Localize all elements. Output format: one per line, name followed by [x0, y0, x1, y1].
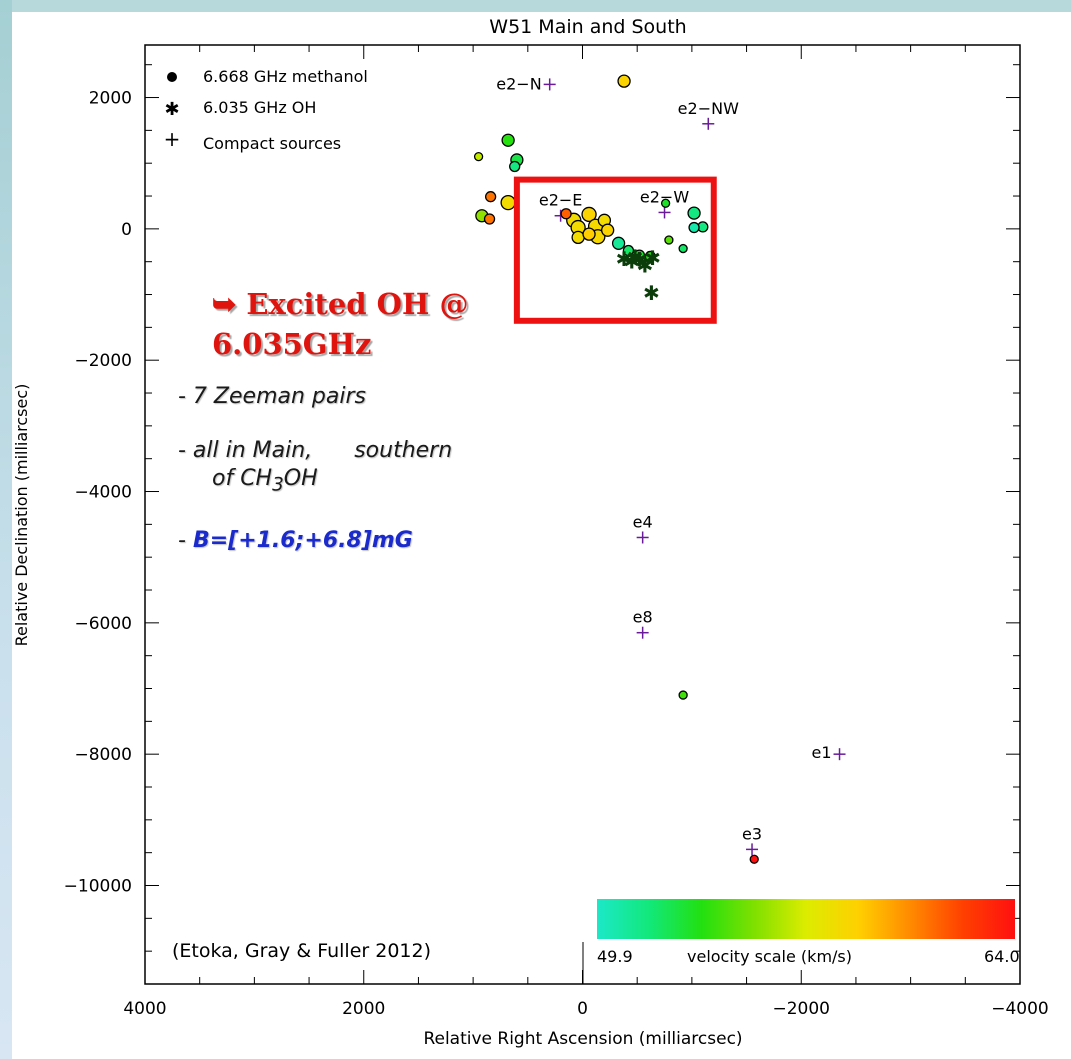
chart-title: W51 Main and South [489, 16, 686, 38]
bullet-location-c: of CH [212, 466, 273, 491]
methanol-maser-point [687, 206, 701, 220]
oh-maser-point: ✱ [644, 246, 661, 270]
bullet-location-sub: 3 [272, 474, 284, 496]
y-tick-labels: 2000 0 −2000 −4000 −6000 −8000 −10000 [64, 89, 132, 897]
legend: 6.668 GHz methanol ✱ 6.035 GHz OH + Comp… [164, 67, 368, 153]
compact-source-label: e2−W [640, 187, 689, 206]
y-tick-label: 0 [121, 220, 132, 240]
bullet-field-dash: - [178, 528, 193, 553]
bullet-field-value: B=[+1.6;+6.8]mG [192, 528, 413, 553]
bullet-zeeman: - 7 Zeeman pairs [178, 384, 366, 409]
x-tick-label: −2000 [772, 999, 830, 1019]
y-tick-label: −2000 [74, 351, 132, 371]
plot-frame [144, 44, 1021, 985]
y-axis-label: Relative Declination (milliarcsec) [12, 384, 31, 647]
oh-heading: ➥ Excited OH @ 6.035GHz [212, 287, 469, 361]
colorbar-gradient [597, 899, 1015, 939]
legend-label-methanol: 6.668 GHz methanol [203, 67, 368, 86]
compact-source-label: e2−E [539, 191, 583, 210]
methanol-maser-point [560, 208, 572, 220]
oh-maser-point: ✱ [616, 247, 633, 271]
citation: (Etoka, Gray & Fuller 2012) [172, 940, 431, 962]
x-tick-labels: 4000 2000 0 −2000 −4000 [123, 999, 1048, 1019]
colorbar-min-label: 49.9 [597, 947, 633, 966]
oh-maser-point: ✱ [636, 254, 653, 278]
highlight-box [513, 176, 717, 324]
methanol-maser-point [622, 244, 635, 257]
x-axis-label: Relative Right Ascension (milliarcsec) [423, 1029, 742, 1049]
methanol-maser-point [500, 194, 516, 211]
legend-asterisk-icon: ✱ [164, 99, 179, 120]
colorbar: 49.9 velocity scale (km/s) 64.0 [582, 899, 1020, 984]
bullet-location-a: - all in Main, [178, 438, 313, 463]
compact-sources: e2−N e2−NW e2−E e2−W e4 e8 e1 e3 [496, 74, 846, 856]
methanol-maser-point [660, 198, 671, 208]
methanol-maser-point [473, 151, 484, 162]
methanol-maser-point [601, 223, 615, 237]
methanol-maser-point [509, 160, 521, 173]
methanol-maser-point [678, 690, 688, 700]
bullet-location: - all in Main, southern of CH3OH [178, 437, 578, 499]
slide-top-strip [0, 0, 1071, 12]
compact-source-label: e1 [812, 743, 832, 762]
compact-source-label: e2−N [496, 74, 541, 93]
bullet-location-d: OH [283, 466, 318, 491]
legend-label-oh: 6.035 GHz OH [203, 98, 316, 117]
y-tick-label: −6000 [74, 614, 132, 634]
methanol-maser-point [501, 133, 515, 147]
methanol-maser-point [678, 243, 688, 254]
methanol-masers [473, 74, 759, 864]
methanol-maser-point [688, 221, 700, 234]
compact-source-label: e3 [742, 824, 762, 843]
methanol-maser-point [581, 206, 597, 223]
legend-label-compact: Compact sources [203, 134, 341, 153]
methanol-maser-point [582, 227, 596, 241]
methanol-maser-point [611, 236, 626, 250]
oh-masers: ✱✱✱✱✱✱✱ [616, 245, 661, 305]
colorbar-title: velocity scale (km/s) [687, 947, 852, 966]
methanol-maser-point [617, 74, 631, 88]
legend-circle-icon [167, 72, 177, 82]
x-tick-label: 4000 [123, 999, 166, 1019]
y-tick-label: −8000 [74, 745, 132, 765]
colorbar-max-label: 64.0 [984, 947, 1020, 966]
legend-plus-icon: + [164, 127, 181, 151]
methanol-maser-point [484, 191, 497, 203]
bullet-field: - B=[+1.6;+6.8]mG [178, 528, 413, 553]
oh-maser-point: ✱ [623, 250, 640, 274]
y-tick-label: −10000 [64, 877, 132, 897]
methanol-maser-point [571, 230, 585, 245]
oh-maser-point: ✱ [643, 281, 660, 305]
x-tick-label: −4000 [991, 999, 1049, 1019]
compact-source-label: e2−NW [678, 99, 739, 118]
oh-maser-point: ✱ [631, 248, 648, 272]
y-tick-label: −4000 [74, 483, 132, 503]
methanol-maser-point [749, 854, 759, 864]
methanol-maser-point [483, 213, 496, 225]
compact-source-label: e4 [633, 512, 653, 531]
compact-source-label: e8 [633, 608, 653, 627]
oh-maser-point: ✱ [627, 245, 644, 269]
slide-side-strip [0, 0, 12, 1059]
bullet-location-b: southern [354, 438, 453, 463]
methanol-maser-point [664, 235, 674, 245]
methanol-maser-point [633, 249, 646, 261]
axis-ticks [144, 45, 1021, 984]
x-tick-label: 2000 [342, 999, 385, 1019]
methanol-maser-point [644, 250, 656, 263]
x-tick-label: 0 [577, 999, 588, 1019]
y-tick-label: 2000 [89, 89, 132, 109]
